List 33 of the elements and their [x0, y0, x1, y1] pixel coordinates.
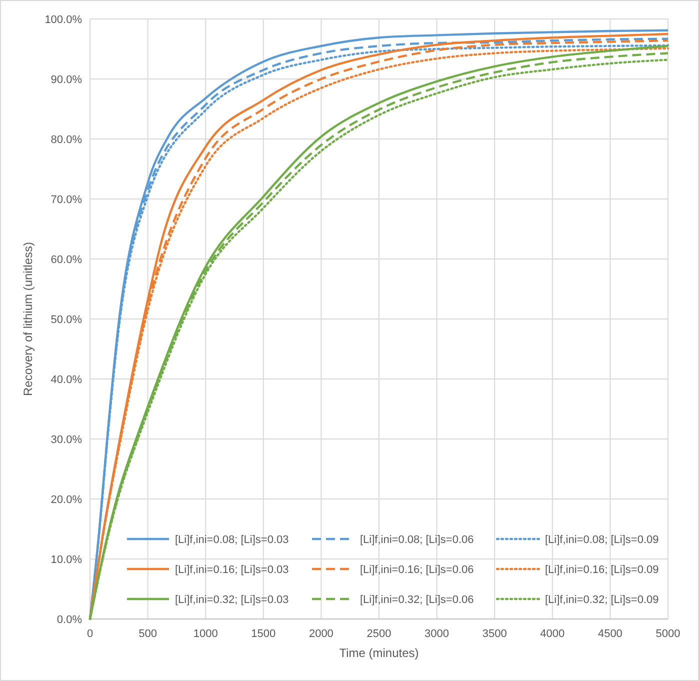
legend-label: [Li]f,ini=0.08; [Li]s=0.06: [360, 534, 474, 546]
x-tick-label: 4500: [598, 628, 622, 640]
x-tick-label: 3500: [482, 628, 507, 640]
x-axis-title: Time (minutes): [339, 646, 419, 660]
y-tick-label: 50.0%: [50, 314, 82, 326]
y-tick-label: 60.0%: [50, 254, 82, 266]
x-tick-label: 2000: [308, 628, 334, 640]
legend-label: [Li]f,ini=0.08; [Li]s=0.03: [175, 534, 289, 546]
legend-label: [Li]f,ini=0.16; [Li]s=0.03: [175, 564, 289, 576]
legend-label: [Li]f,ini=0.32; [Li]s=0.09: [545, 594, 659, 606]
legend-label: [Li]f,ini=0.32; [Li]s=0.03: [175, 594, 289, 606]
x-tick-label: 4000: [540, 628, 565, 640]
x-tick-label: 1000: [193, 628, 218, 640]
y-tick-label: 0.0%: [56, 614, 82, 626]
legend-label: [Li]f,ini=0.32; [Li]s=0.06: [360, 594, 474, 606]
y-tick-label: 30.0%: [50, 434, 82, 446]
y-tick-label: 90.0%: [50, 74, 82, 86]
x-tick-label: 3000: [424, 628, 450, 640]
x-tick-label: 0: [86, 628, 94, 640]
x-tick-label: 500: [138, 628, 157, 640]
y-tick-label: 70.0%: [50, 194, 82, 206]
legend-label: [Li]f,ini=0.16; [Li]s=0.09: [545, 564, 659, 576]
x-tick-label: 5000: [656, 628, 680, 640]
y-tick-label: 80.0%: [50, 134, 82, 146]
y-tick-label: 100.0%: [44, 14, 82, 26]
x-tick-label: 2500: [366, 628, 392, 640]
y-tick-label: 20.0%: [50, 494, 82, 506]
legend-label: [Li]f,ini=0.16; [Li]s=0.06: [360, 564, 474, 576]
y-tick-label: 10.0%: [50, 554, 82, 566]
y-axis-title: Recovery of lithium (unitless): [21, 242, 35, 396]
legend-label: [Li]f,ini=0.08; [Li]s=0.09: [545, 534, 659, 546]
y-tick-label: 40.0%: [50, 374, 82, 386]
x-tick-label: 1500: [251, 628, 276, 640]
